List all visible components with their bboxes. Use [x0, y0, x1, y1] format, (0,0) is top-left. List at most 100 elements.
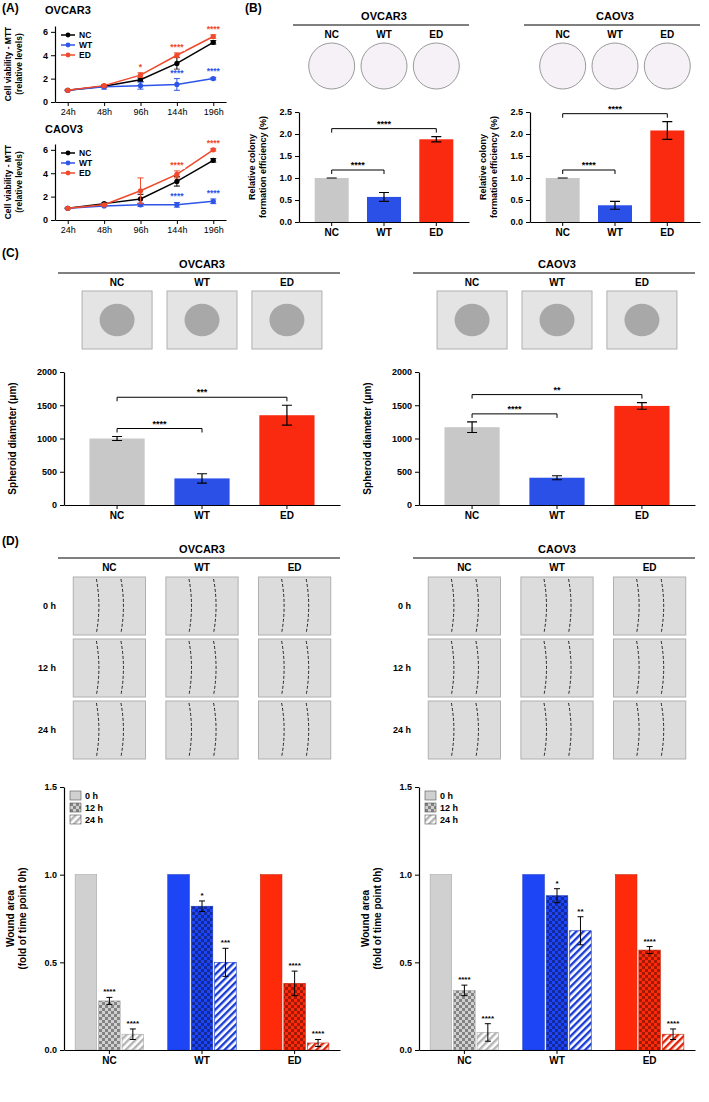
- error-bar: [577, 917, 583, 945]
- y-axis-title: (fold of time point 0h): [372, 867, 383, 969]
- grouped-bar-chart: (D)OVCAR3NCWTED0 h12 h24 hWound area(fol…: [2, 534, 341, 1066]
- y-tick-mark: [60, 787, 64, 788]
- y-tick: 500: [42, 467, 64, 477]
- bar: [529, 478, 584, 505]
- image-placeholder: [82, 291, 152, 349]
- y-tick: 6: [43, 145, 55, 155]
- significance: ****: [169, 191, 185, 201]
- significance: ****: [206, 188, 222, 198]
- y-tick: 0.0: [510, 217, 530, 227]
- image-detail: [476, 579, 479, 633]
- grouped-bar-chart: CAOV3NCWTED0 h12 h24 hWound area(fold of…: [360, 543, 696, 1066]
- significance: ****: [206, 138, 222, 148]
- chart-title: CAOV3: [45, 123, 83, 135]
- y-tick-mark: [526, 200, 530, 201]
- image-placeholder: [252, 291, 322, 349]
- x-tick-label: NC: [324, 227, 338, 238]
- data-point: [102, 84, 107, 89]
- y-tick-label: 0.0: [279, 217, 292, 227]
- x-tick-label: ED: [643, 1055, 657, 1066]
- x-tick: ED: [280, 505, 294, 521]
- y-axis-title: (relative levels): [14, 33, 24, 95]
- y-tick: 0.5: [399, 958, 419, 968]
- bar: [614, 406, 669, 505]
- error-bar: [199, 901, 205, 912]
- y-axis-title: Spheroid diameter (μm): [362, 382, 373, 494]
- significance-bracket: [563, 170, 615, 174]
- x-axis: NCWTED: [65, 1050, 341, 1066]
- x-tick: NC: [102, 1050, 116, 1066]
- y-tick-mark: [415, 1050, 419, 1051]
- x-tick-label: NC: [110, 510, 124, 521]
- x-tick-label: 144h: [167, 225, 187, 235]
- significance-label: ****: [458, 975, 471, 984]
- y-tick: 0: [43, 97, 55, 107]
- image-placeholder: [613, 639, 685, 697]
- data-point: [211, 34, 216, 39]
- x-tick-mark: [649, 1050, 650, 1054]
- y-tick-mark: [51, 55, 55, 56]
- error-bar: [662, 122, 672, 140]
- significance: ****: [206, 24, 222, 34]
- significance-label: ****: [288, 961, 301, 970]
- data-point: [138, 73, 143, 78]
- x-tick: NC: [457, 1050, 471, 1066]
- y-tick: 1500: [37, 401, 64, 411]
- plot-marks: [546, 122, 685, 222]
- x-tick-label: 196h: [204, 225, 224, 235]
- significance-bracket: [472, 414, 557, 418]
- y-axis-title: formation efficiency (%): [489, 116, 499, 218]
- x-tick-mark: [213, 102, 214, 106]
- series-line: [68, 37, 214, 91]
- panel-label: (C): [2, 246, 19, 260]
- x-tick-mark: [202, 505, 203, 509]
- image-placeholder: [437, 291, 507, 349]
- legend-swatch: [425, 791, 436, 800]
- bar: [650, 130, 684, 222]
- legend: 0 h12 h24 h: [70, 791, 103, 825]
- image-column-label: NC: [110, 277, 124, 288]
- data-point: [174, 82, 179, 87]
- image-detail: [121, 579, 124, 633]
- y-tick-mark: [295, 200, 299, 201]
- x-tick-mark: [472, 505, 473, 509]
- y-tick-mark: [415, 875, 419, 876]
- x-tick: 196h: [204, 220, 224, 235]
- y-tick-mark: [526, 178, 530, 179]
- x-tick-mark: [557, 1050, 558, 1054]
- legend-label: WT: [79, 158, 93, 168]
- significance: ****: [206, 66, 222, 76]
- x-tick-label: ED: [429, 227, 443, 238]
- error-bar: [138, 78, 144, 82]
- significance-label: ****: [103, 987, 116, 996]
- y-tick-mark: [60, 875, 64, 876]
- image-column-label: ED: [429, 29, 443, 40]
- bar: [444, 427, 499, 505]
- y-tick-label: 0.0: [510, 217, 523, 227]
- y-tick-mark: [295, 156, 299, 157]
- image-column-label: NC: [465, 277, 479, 288]
- chart-title: CAOV3: [538, 543, 576, 555]
- y-tick-label: 2000: [392, 367, 412, 377]
- error-bar: [138, 178, 144, 204]
- x-axis: NCWTED: [531, 222, 701, 238]
- image-placeholder: [166, 701, 238, 759]
- y-axis-title: (relative levels): [14, 151, 24, 213]
- y-tick: 0.5: [510, 195, 530, 205]
- image-detail: [100, 304, 135, 336]
- x-tick-label: 24h: [61, 225, 76, 235]
- error-bar: [637, 403, 647, 410]
- bar: [419, 139, 453, 222]
- y-axis-title: Wound area: [360, 890, 371, 947]
- y-axis-title: Spheroid diameter (μm): [7, 382, 18, 494]
- image-placeholder: [613, 701, 685, 759]
- image-detail: [121, 641, 124, 695]
- figure: (A)OVCAR3Cell viability - MTT(relative l…: [0, 0, 709, 1102]
- y-tick-label: 1.5: [279, 151, 292, 161]
- image-placeholder: [644, 43, 690, 89]
- x-tick-label: ED: [660, 227, 674, 238]
- data-point: [65, 88, 70, 93]
- y-tick-label: 0: [407, 500, 412, 510]
- x-axis: NCWTED: [300, 222, 470, 238]
- y-tick-label: 2000: [37, 367, 57, 377]
